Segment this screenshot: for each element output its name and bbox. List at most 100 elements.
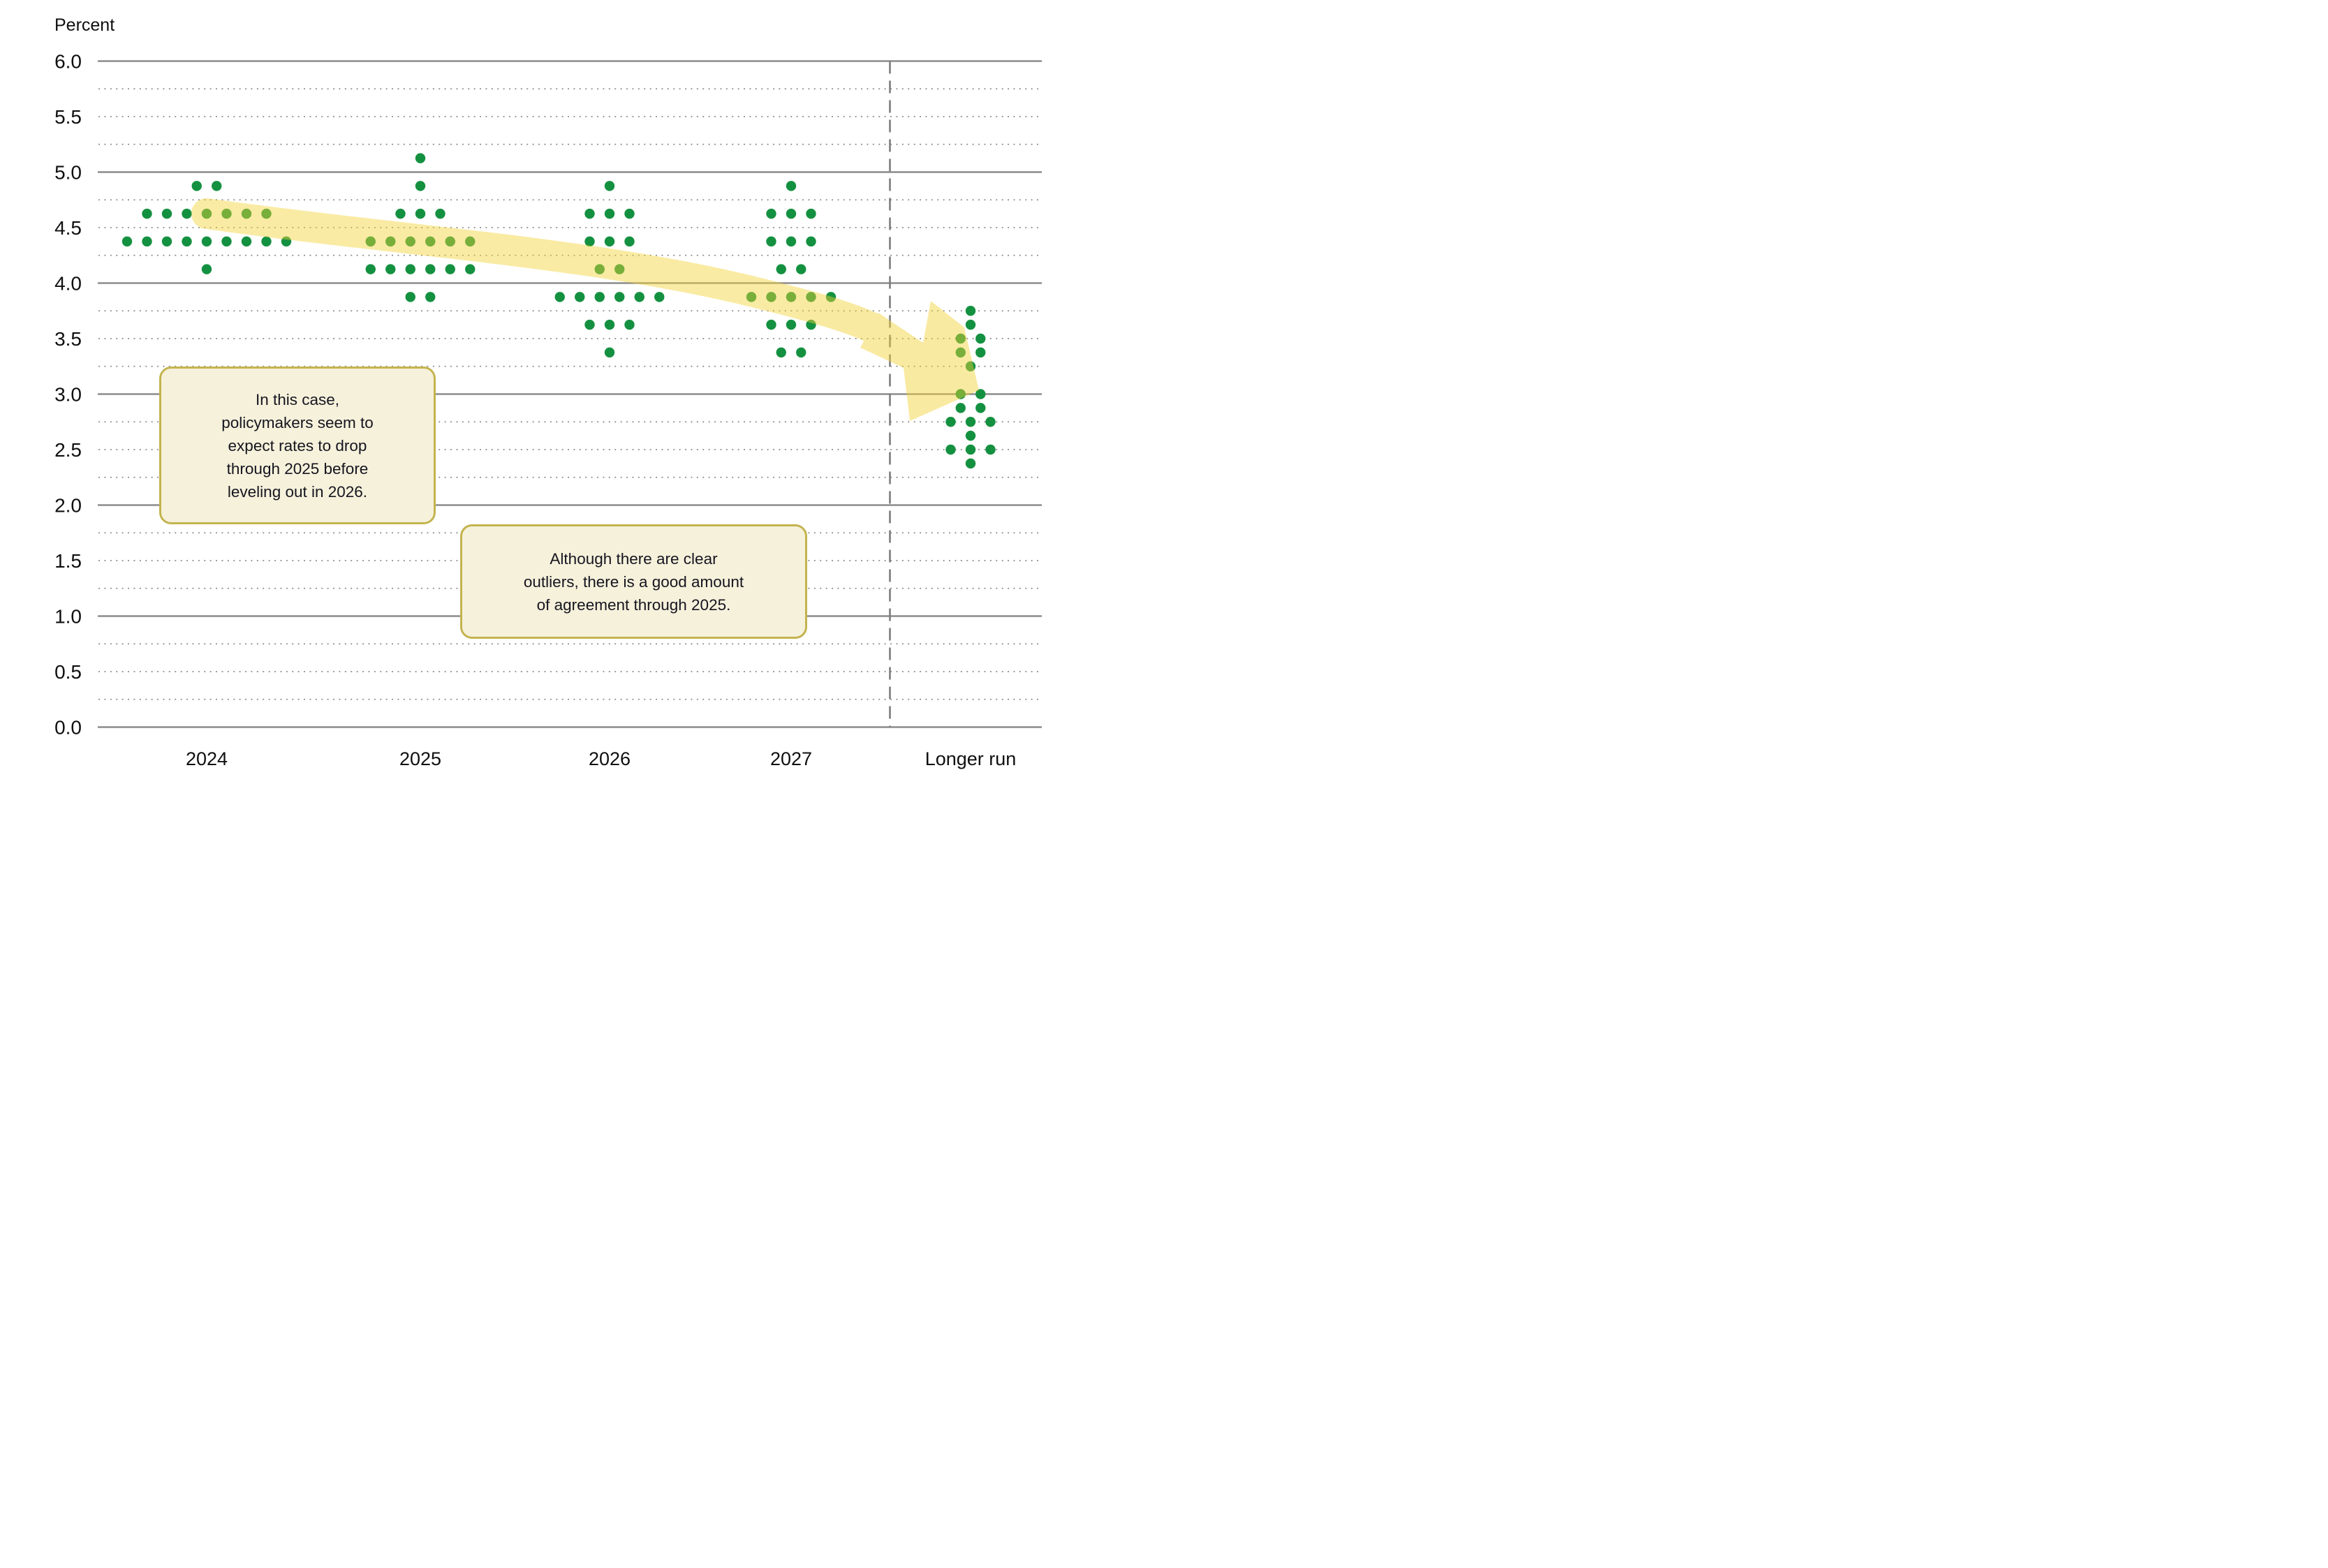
x-category-label-longer-run: Longer run — [925, 748, 1017, 769]
projection-dot — [142, 208, 152, 219]
projection-dot — [415, 181, 426, 191]
projection-dot — [806, 292, 816, 302]
projection-dot — [584, 319, 595, 330]
projection-dot — [776, 347, 786, 358]
projection-dot — [142, 236, 152, 247]
projection-dot — [766, 292, 776, 302]
trend-arrow — [191, 198, 979, 421]
projection-dot — [985, 417, 996, 427]
projection-dot — [806, 208, 816, 219]
projection-dot — [584, 236, 595, 247]
projection-dot — [796, 264, 806, 274]
projection-dot — [445, 236, 455, 247]
y-tick-label-6.0: 6.0 — [54, 51, 82, 73]
projection-dot — [766, 208, 776, 219]
projection-dot — [201, 236, 212, 247]
y-tick-label-1.0: 1.0 — [54, 606, 82, 628]
projection-dot — [425, 236, 436, 247]
y-tick-label-4.0: 4.0 — [54, 273, 82, 295]
projection-dot — [201, 208, 212, 219]
projection-dot — [776, 264, 786, 274]
projection-dot — [201, 264, 212, 274]
projection-dot — [624, 236, 635, 247]
projection-dot — [395, 208, 406, 219]
projection-dot — [766, 236, 776, 247]
projection-dot — [425, 292, 436, 302]
projection-dot — [554, 292, 565, 302]
y-tick-label-3.5: 3.5 — [54, 328, 82, 350]
projection-dot — [624, 319, 635, 330]
projection-dot — [261, 208, 272, 219]
projection-dot — [221, 236, 232, 247]
x-category-label-2027: 2027 — [770, 748, 812, 769]
callout-box-outliers: Although there are clear outliers, there… — [460, 524, 807, 639]
projection-dot — [604, 181, 615, 191]
projection-dot — [624, 208, 635, 219]
projection-dot — [241, 208, 252, 219]
projection-dot — [614, 292, 625, 302]
projection-dot — [594, 264, 605, 274]
projection-dot — [385, 236, 396, 247]
x-category-label-2026: 2026 — [589, 748, 631, 769]
projection-dot — [594, 292, 605, 302]
projection-dot — [604, 347, 615, 358]
y-tick-label-3.0: 3.0 — [54, 384, 82, 406]
projection-dot — [746, 292, 757, 302]
projection-dot — [405, 292, 415, 302]
projection-dot — [241, 236, 252, 247]
projection-dot — [975, 403, 986, 413]
dot-plot-figure: 6.0 5.5 5.0 4.5 4.0 3.5 3.0 2.5 2.0 1.5 1.0 0.5 0.0 … — [0, 0, 1164, 784]
projection-dot — [415, 153, 426, 163]
projection-dot — [182, 236, 192, 247]
projection-dot — [786, 292, 797, 302]
projection-dot — [405, 236, 415, 247]
projection-dot — [365, 236, 376, 247]
projection-dot — [965, 430, 976, 441]
projection-dot — [634, 292, 644, 302]
projection-dot — [575, 292, 585, 302]
projection-dot — [465, 236, 476, 247]
projection-dot — [965, 319, 976, 330]
projection-dot — [121, 236, 133, 247]
gridlines — [98, 60, 1043, 728]
projection-dot — [766, 319, 776, 330]
projection-dot — [786, 208, 797, 219]
projection-dot — [786, 181, 797, 191]
projection-dot — [445, 264, 455, 274]
projection-dot — [806, 236, 816, 247]
trend-arrow-head — [860, 301, 979, 421]
y-tick-label-0.0: 0.0 — [54, 717, 82, 739]
y-tick-label-4.5: 4.5 — [54, 217, 82, 239]
y-tick-label-5.5: 5.5 — [54, 106, 82, 128]
projection-dot — [965, 361, 976, 371]
projection-dot — [604, 236, 615, 247]
y-tick-label-0.5: 0.5 — [54, 661, 82, 683]
projection-dot — [281, 236, 292, 247]
callout-box-rates-drop: In this case, policymakers seem to expec… — [159, 367, 436, 524]
projection-dots — [121, 153, 996, 469]
projection-dot — [654, 292, 665, 302]
projection-dot — [465, 264, 476, 274]
x-category-label-2025: 2025 — [399, 748, 441, 769]
projection-dot — [212, 181, 222, 191]
projection-dot — [955, 389, 966, 399]
y-tick-label-1.5: 1.5 — [54, 550, 82, 572]
projection-dot — [945, 444, 956, 455]
projection-dot — [945, 417, 956, 427]
projection-dot — [604, 319, 615, 330]
projection-dot — [191, 181, 202, 191]
projection-dot — [425, 264, 436, 274]
projection-dot — [614, 264, 625, 274]
x-category-label-2024: 2024 — [186, 748, 228, 769]
projection-dot — [261, 236, 272, 247]
projection-dot — [365, 264, 376, 274]
projection-dot — [965, 417, 976, 427]
projection-dot — [965, 458, 976, 469]
y-axis-tick-labels: 6.0 5.5 5.0 4.5 4.0 3.5 3.0 2.5 2.0 1.5 1.0 0.5 0.0 — [54, 51, 82, 739]
y-tick-label-2.0: 2.0 — [54, 495, 82, 517]
x-axis-category-labels: 2024 2025 2026 2027 Longer run — [186, 748, 1016, 769]
projection-dot — [182, 208, 192, 219]
projection-dot — [786, 236, 797, 247]
projection-dot — [806, 319, 816, 330]
projection-dot — [161, 208, 172, 219]
